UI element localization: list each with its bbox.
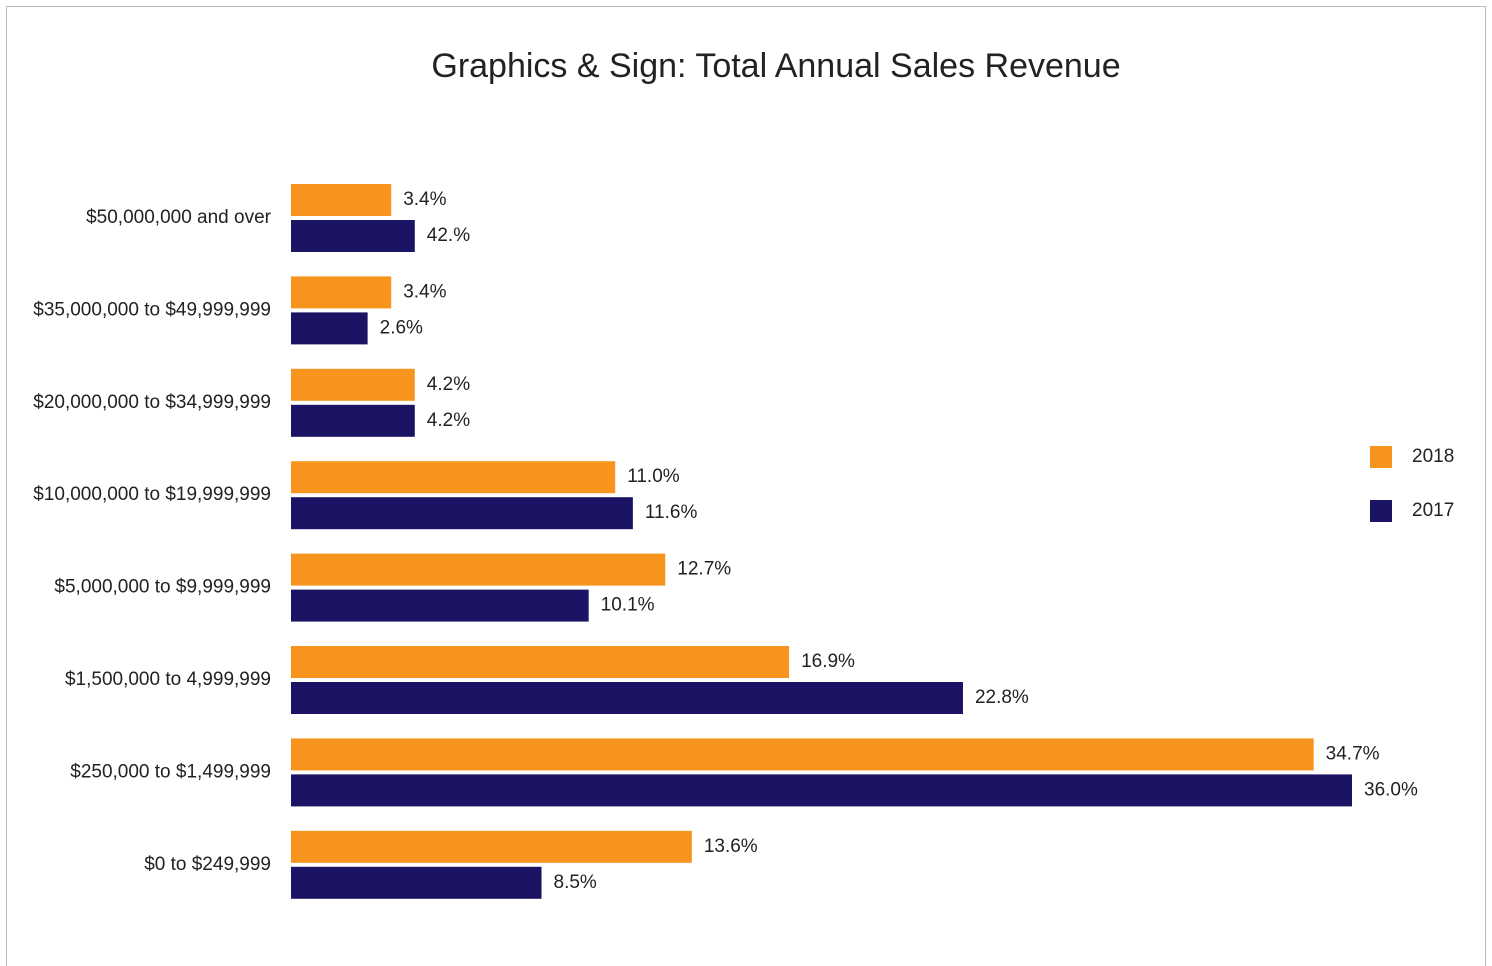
bar [291,220,415,252]
y-tick-label: $10,000,000 to $19,999,999 [33,484,271,505]
data-label: 4.2% [427,374,470,395]
bar [291,312,368,345]
data-label: 8.5% [554,872,597,893]
bar [291,404,415,437]
bar [291,646,790,678]
bar [291,774,1352,807]
bar [291,553,666,586]
y-tick-label: $35,000,000 to $49,999,999 [33,299,271,320]
data-label: 3.4% [403,189,446,210]
y-tick-label: $20,000,000 to $34,999,999 [33,392,271,413]
data-label: 13.6% [704,836,758,857]
legend-swatch [1370,446,1392,468]
data-label: 42.% [427,225,470,246]
data-label: 2.6% [380,317,423,338]
data-label: 36.0% [1364,779,1418,800]
bar [291,276,392,309]
bar [291,184,392,216]
data-label: 16.9% [801,651,855,672]
legend-label: 2018 [1412,446,1454,467]
bar [291,738,1314,771]
bar [291,461,616,494]
y-tick-label: $0 to $249,999 [144,854,271,875]
data-label: 4.2% [427,410,470,431]
legend-label: 2017 [1412,500,1454,521]
data-label: 10.1% [601,595,655,616]
data-label: 3.4% [403,281,446,302]
legend-swatch [1370,500,1392,522]
chart-title: Graphics & Sign: Total Annual Sales Reve… [431,47,1120,85]
bar [291,830,692,863]
data-label: 12.7% [677,559,731,580]
y-tick-label: $5,000,000 to $9,999,999 [54,577,271,598]
bar [291,368,415,401]
data-label: 11.0% [627,466,680,487]
bar [291,866,542,899]
bar [291,589,589,622]
data-label: 11.6% [645,502,698,523]
bar [291,497,633,530]
y-tick-label: $50,000,000 and over [86,207,272,228]
data-label: 22.8% [975,687,1029,708]
y-tick-label: $250,000 to $1,499,999 [70,761,271,782]
data-label: 34.7% [1326,743,1380,764]
y-tick-label: $1,500,000 to 4,999,999 [65,669,271,690]
bar [291,682,963,714]
